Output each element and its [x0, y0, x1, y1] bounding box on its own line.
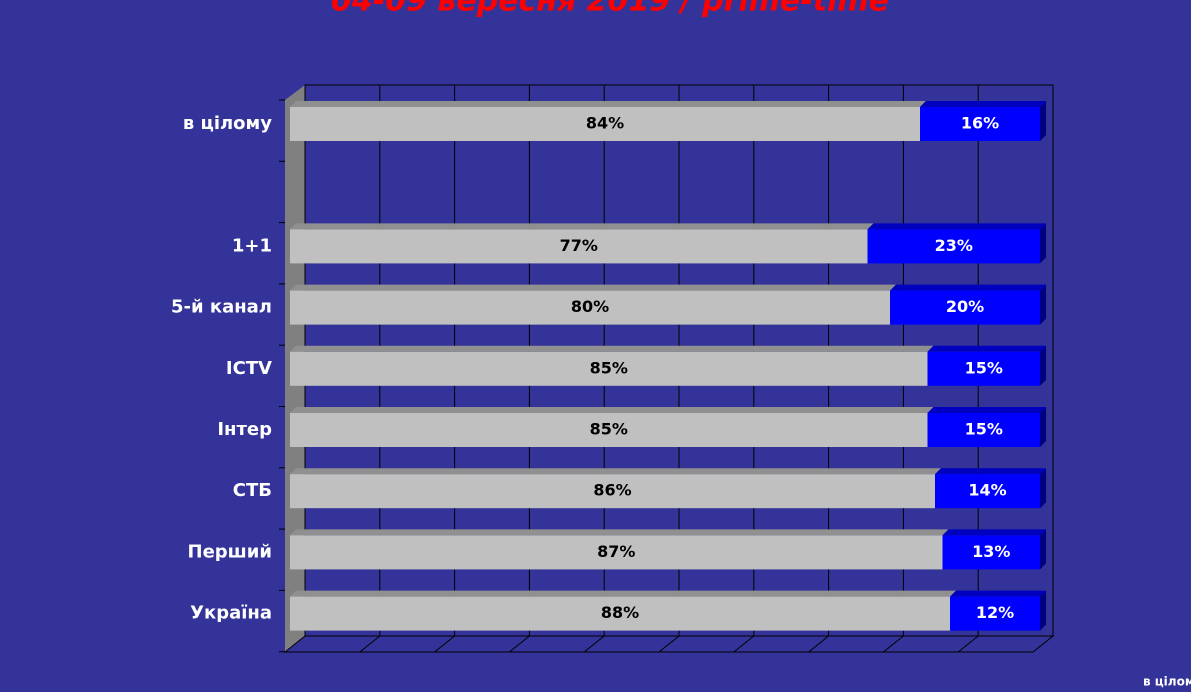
- bar-side: [1040, 223, 1046, 264]
- category-label: СТБ: [233, 480, 272, 501]
- bar: [290, 229, 868, 264]
- value-label: 80%: [571, 297, 609, 316]
- bar: [290, 535, 943, 570]
- floor-line: [583, 635, 605, 653]
- category-label: Інтер: [217, 419, 272, 440]
- bar-side: [1040, 101, 1046, 141]
- footer-label: в цілому: [1143, 675, 1191, 689]
- floor-line: [509, 635, 530, 653]
- bar: [290, 107, 920, 141]
- value-label: 15%: [965, 420, 1003, 439]
- category-label: в цілому: [183, 113, 272, 134]
- bar: [942, 535, 1040, 570]
- bar-top: [927, 407, 1046, 413]
- floor-line: [808, 635, 829, 653]
- bar-side: [1040, 529, 1046, 570]
- bar-top: [927, 345, 1046, 352]
- bar-top: [290, 223, 874, 230]
- floor-line: [359, 635, 381, 653]
- floor-line: [658, 635, 680, 653]
- bar-top: [290, 529, 949, 536]
- bar-side: [1040, 407, 1046, 447]
- bar-top: [290, 468, 941, 475]
- bar-top: [290, 407, 934, 413]
- bar: [290, 596, 950, 631]
- bar: [927, 413, 1040, 447]
- bar-top: [935, 468, 1046, 475]
- value-label: 15%: [965, 358, 1003, 377]
- bar-top: [942, 529, 1046, 536]
- value-label: 85%: [590, 358, 628, 377]
- bar-top: [290, 590, 956, 597]
- bar-top: [867, 223, 1046, 230]
- bar-side: [1040, 590, 1046, 631]
- bar: [890, 290, 1040, 325]
- bar: [290, 290, 890, 325]
- value-label: 20%: [946, 297, 984, 316]
- value-label: 14%: [968, 481, 1006, 500]
- bar: [950, 596, 1040, 631]
- bar-top: [290, 101, 926, 107]
- bar-top: [950, 590, 1046, 597]
- bar: [920, 107, 1040, 141]
- value-label: 85%: [590, 420, 628, 439]
- bar: [290, 351, 928, 386]
- value-label: 86%: [593, 481, 631, 500]
- bar-top: [290, 284, 896, 291]
- value-label: 77%: [560, 236, 598, 255]
- value-label: 88%: [601, 603, 639, 622]
- bar-top: [920, 101, 1046, 107]
- value-label: 13%: [972, 542, 1010, 561]
- category-label: ICTV: [226, 358, 272, 379]
- value-label: 16%: [961, 114, 999, 133]
- value-label: 84%: [586, 114, 624, 133]
- bar: [867, 229, 1040, 264]
- bar: [290, 413, 928, 447]
- bar-side: [1040, 284, 1046, 325]
- bar: [927, 351, 1040, 386]
- category-label: Перший: [188, 541, 273, 562]
- bar-side: [1040, 345, 1046, 386]
- floor-line: [883, 635, 904, 653]
- bar: [290, 474, 935, 509]
- value-label: 12%: [976, 603, 1014, 622]
- category-label: 1+1: [232, 235, 272, 256]
- floor-line: [957, 635, 979, 653]
- floor-line: [434, 635, 455, 653]
- floor-line: [733, 635, 755, 653]
- value-label: 23%: [935, 236, 973, 255]
- bar-top: [890, 284, 1046, 291]
- chart-title: 04-09 вересня 2019 / prime-time: [331, 0, 889, 19]
- category-label: 5-й канал: [171, 297, 272, 318]
- category-label: Україна: [190, 603, 272, 624]
- bar-top: [290, 345, 934, 352]
- value-label: 87%: [597, 542, 635, 561]
- bar-side: [1040, 468, 1046, 509]
- bar: [935, 474, 1040, 509]
